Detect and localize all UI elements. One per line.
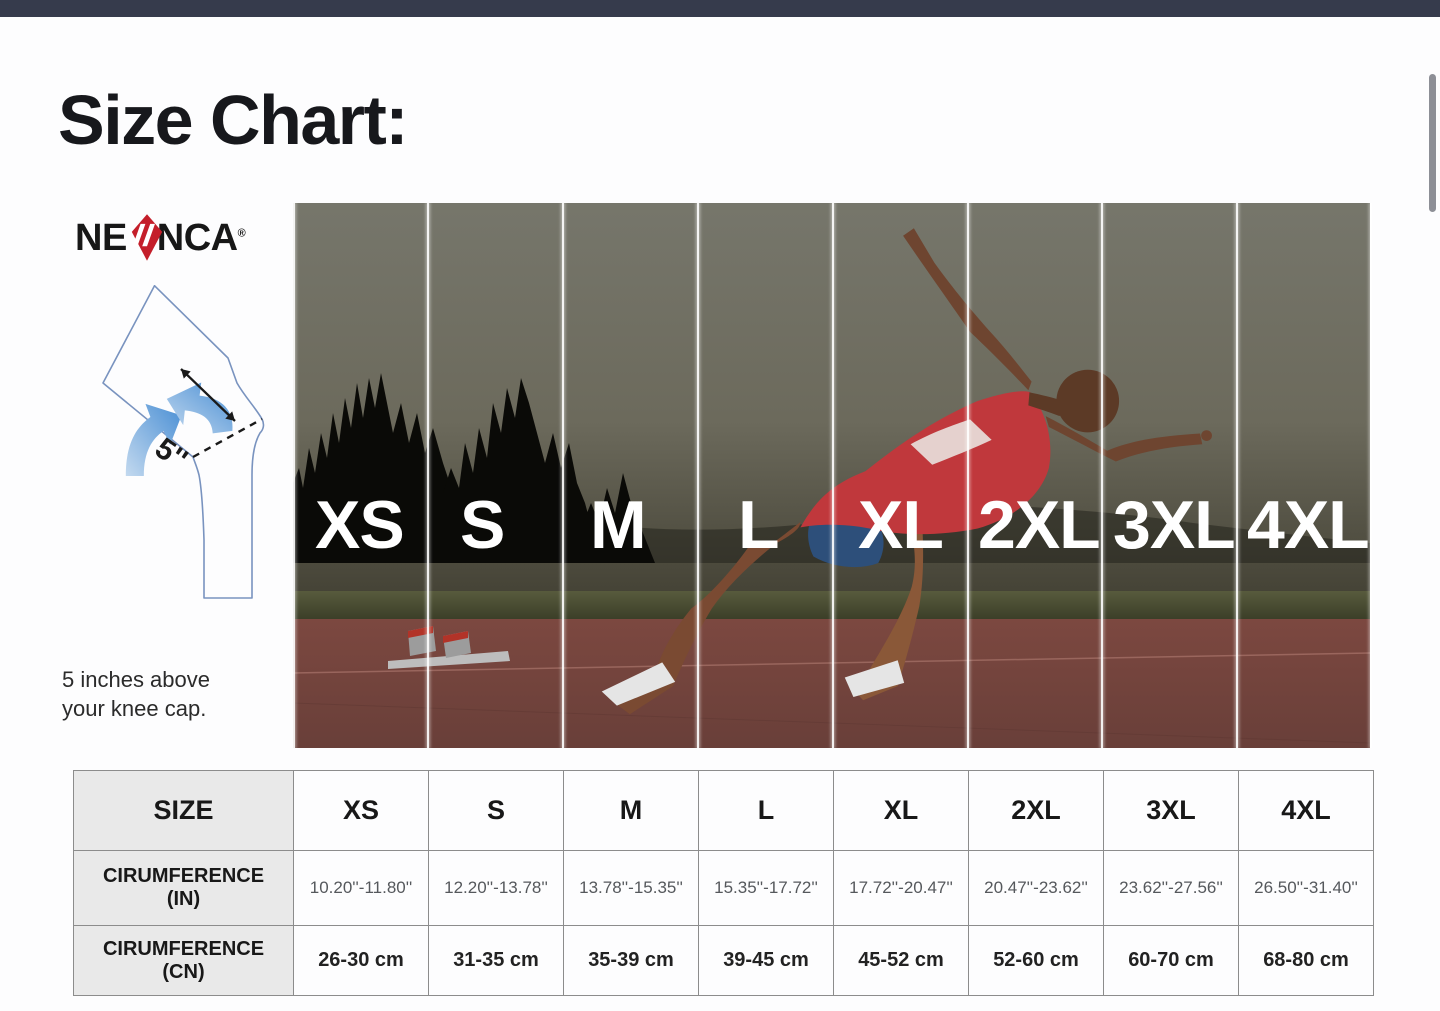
svg-text:5'': 5'': [149, 432, 193, 477]
